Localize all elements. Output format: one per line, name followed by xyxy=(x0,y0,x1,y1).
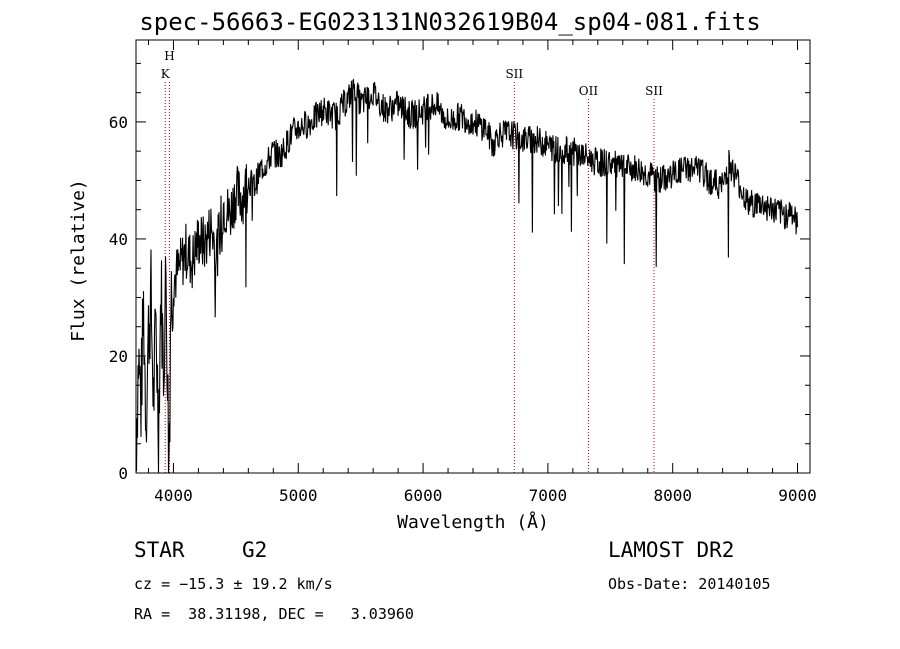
redshift-velocity: cz = −15.3 ± 19.2 km/s xyxy=(134,575,333,593)
spectrum-series-line xyxy=(135,78,799,474)
x-axis-label: Wavelength (Å) xyxy=(397,511,549,533)
emission-line-markers: HK SII OII SII xyxy=(161,49,663,473)
observation-date: Obs-Date: 20140105 xyxy=(608,575,771,593)
y-axis-label: Flux (relative) xyxy=(68,179,89,342)
chart-title: spec-56663-EG023131N032619B04_sp04-081.f… xyxy=(139,8,761,36)
x-tick-label: 5000 xyxy=(279,486,318,505)
object-subclass: G2 xyxy=(242,538,268,562)
y-tick-label: 20 xyxy=(109,347,128,366)
survey-name: LAMOST DR2 xyxy=(608,538,735,562)
marker-label: SII xyxy=(505,67,523,81)
spectrum-chart: HK SII OII SII 4000 5000 6000 7000 8000 9000 0 20… xyxy=(68,39,817,533)
y-tick-labels: 0 20 40 60 xyxy=(109,113,128,483)
x-tick-label: 4000 xyxy=(154,486,193,505)
minor-ticks xyxy=(136,40,810,474)
x-tick-label: 6000 xyxy=(404,486,443,505)
marker-label: H xyxy=(164,49,174,63)
y-tick-label: 0 xyxy=(118,464,128,483)
y-tick-label: 60 xyxy=(109,113,128,132)
x-tick-label: 9000 xyxy=(778,486,817,505)
plot-frame xyxy=(135,39,811,474)
marker-label: K xyxy=(161,67,171,81)
coordinates: RA = 38.31198, DEC = 3.03960 xyxy=(134,605,414,623)
x-tick-labels: 4000 5000 6000 7000 8000 9000 xyxy=(154,486,817,505)
y-tick-label: 40 xyxy=(109,230,128,249)
marker-label: OII xyxy=(579,84,599,98)
x-tick-label: 7000 xyxy=(529,486,568,505)
marker-label: SII xyxy=(645,84,663,98)
object-class: STAR xyxy=(134,538,185,562)
x-tick-label: 8000 xyxy=(653,486,692,505)
